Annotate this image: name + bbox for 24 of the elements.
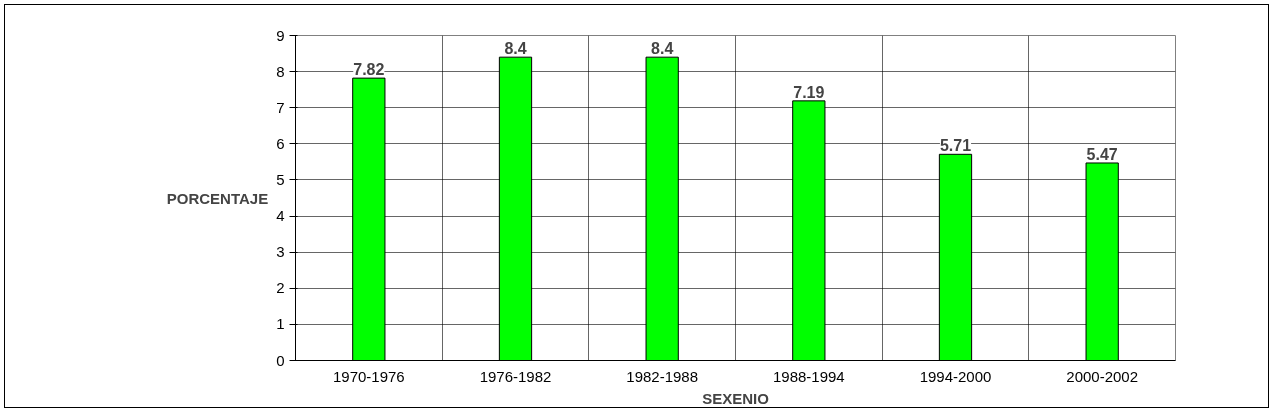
y-tick-label: 1 (276, 315, 285, 333)
data-label: 8.4 (504, 40, 527, 58)
data-label: 5.47 (1086, 145, 1118, 163)
data-label: 7.82 (353, 61, 385, 79)
x-tick-label: 1994-2000 (919, 367, 992, 385)
y-tick-label: 0 (276, 351, 285, 369)
x-tick-label: 1970-1976 (332, 367, 405, 385)
y-tick-label: 7 (276, 98, 285, 116)
y-tick-label: 2 (276, 279, 285, 297)
y-tick-label: 3 (276, 243, 285, 261)
y-tick-label: 5 (276, 170, 285, 188)
y-tick-label: 6 (276, 134, 285, 152)
x-tick-label: 1976-1982 (479, 367, 552, 385)
y-axis-title: PORCENTAJE (166, 189, 269, 207)
x-tick-label: 2000-2002 (1066, 367, 1139, 385)
data-label: 7.19 (793, 83, 825, 101)
y-tick-label: 8 (276, 62, 285, 80)
data-label: 5.71 (939, 137, 972, 155)
x-axis-title: SEXENIO (702, 389, 770, 407)
y-tick-label: 4 (276, 207, 285, 225)
x-tick-label: 1982-1988 (626, 367, 699, 385)
data-label: 8.4 (651, 40, 674, 58)
y-tick-label: 9 (276, 26, 285, 44)
x-tick-label: 1988-1994 (772, 367, 845, 385)
